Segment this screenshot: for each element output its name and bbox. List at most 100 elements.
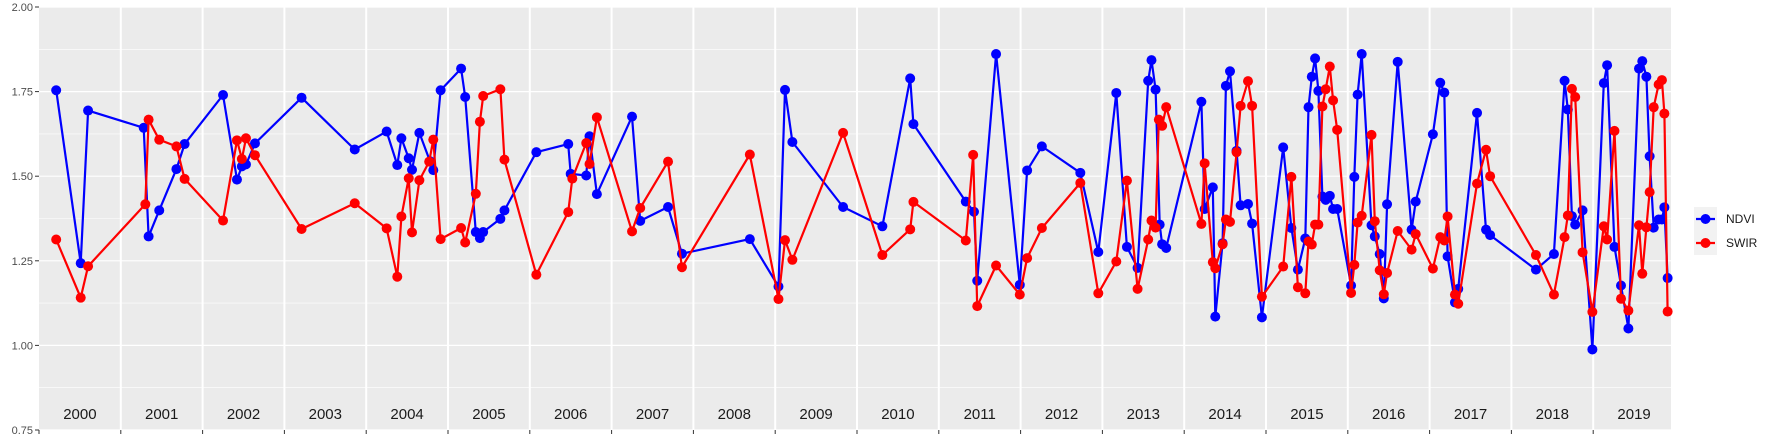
swir-point xyxy=(1313,219,1324,230)
swir-point xyxy=(460,237,471,248)
swir-point xyxy=(75,292,86,303)
swir-point xyxy=(1014,289,1025,300)
swir-point xyxy=(563,207,574,218)
ndvi-point xyxy=(478,227,489,238)
swir-point xyxy=(1602,234,1613,245)
ndvi-point xyxy=(1382,199,1393,210)
ndvi-point xyxy=(296,92,307,103)
ndvi-point xyxy=(1530,264,1541,275)
swir-point xyxy=(1392,226,1403,237)
swir-point xyxy=(51,234,62,245)
series-layer xyxy=(51,49,1673,355)
swir-point xyxy=(456,222,467,233)
ndvi-point xyxy=(780,84,791,95)
ndvi-point xyxy=(1623,323,1634,334)
x-axis-ticks xyxy=(38,430,1594,434)
swir-point xyxy=(1132,283,1143,294)
swir-point xyxy=(179,173,190,184)
ndvi-point xyxy=(1146,55,1157,66)
swir-point xyxy=(1659,108,1670,119)
ndvi-point xyxy=(1278,142,1289,153)
swir-point xyxy=(1644,187,1655,198)
swir-point xyxy=(780,235,791,246)
swir-point xyxy=(1587,306,1598,317)
ndvi-point xyxy=(1303,102,1314,113)
ndvi-point xyxy=(1427,129,1438,140)
ndvi-point xyxy=(218,89,229,100)
swir-point xyxy=(1349,259,1360,270)
swir-point xyxy=(972,301,983,312)
swir-point xyxy=(1243,76,1254,87)
swir-point xyxy=(1562,210,1573,221)
ndvi-point xyxy=(1587,344,1598,355)
year-label: 2004 xyxy=(390,406,423,423)
swir-point xyxy=(1369,216,1380,227)
swir-point xyxy=(1637,268,1648,279)
series-ndvi xyxy=(51,49,1673,355)
year-label: 2007 xyxy=(636,406,669,423)
ndvi-point xyxy=(838,201,849,212)
swir-point xyxy=(1199,158,1210,169)
ndvi-point xyxy=(1143,75,1154,86)
ndvi-point xyxy=(663,201,674,212)
ndvi-point xyxy=(1093,247,1104,258)
ndvi-point xyxy=(1472,107,1483,118)
swir-point xyxy=(396,211,407,222)
ndvi-point xyxy=(1210,311,1221,322)
swir-point xyxy=(1410,229,1421,240)
year-label: 2006 xyxy=(554,406,587,423)
swir-point xyxy=(236,153,247,164)
swir-point xyxy=(1247,100,1258,111)
ndvi-point xyxy=(1022,165,1033,176)
ndvi-point xyxy=(1111,87,1122,98)
swir-point xyxy=(296,223,307,234)
year-label: 2012 xyxy=(1045,406,1078,423)
ndvi-point xyxy=(905,73,916,84)
swir-point xyxy=(627,226,638,237)
ndvi-point xyxy=(1324,190,1335,201)
swir-point xyxy=(1150,222,1161,233)
swir-point xyxy=(1356,210,1367,221)
ndvi-point xyxy=(1332,204,1343,215)
ndvi-point xyxy=(171,164,182,175)
legend-key-point xyxy=(1700,238,1711,248)
swir-point xyxy=(531,269,542,280)
swir-point xyxy=(414,175,425,186)
swir-point xyxy=(663,156,674,167)
ndvi-point xyxy=(1196,96,1207,107)
year-labels: 2000 2001 2002 2003 2004 2005 2006 2007 2008 2009… xyxy=(63,406,1651,423)
swir-point xyxy=(83,261,94,272)
swir-point xyxy=(499,154,510,165)
swir-point xyxy=(1022,253,1033,264)
swir-point xyxy=(154,134,165,145)
y-tick-label: 1.50 xyxy=(12,171,33,183)
swir-point xyxy=(1427,263,1438,274)
swir-point xyxy=(1530,250,1541,261)
swir-point xyxy=(1346,287,1357,298)
swir-point xyxy=(1472,178,1483,189)
ndvi-point xyxy=(1150,84,1161,95)
swir-point xyxy=(567,173,578,184)
ndvi-point xyxy=(1559,75,1570,86)
ndvi-point xyxy=(396,133,407,144)
ndvi-point xyxy=(249,138,260,149)
ndvi-point xyxy=(381,126,392,137)
ndvi-point xyxy=(1161,242,1172,253)
swir-point xyxy=(218,215,229,226)
swir-point xyxy=(1570,92,1581,103)
swir-point xyxy=(1231,147,1242,158)
swir-point xyxy=(1623,305,1634,316)
ndvi-point xyxy=(1439,87,1450,98)
swir-point xyxy=(1449,289,1460,300)
swir-point xyxy=(584,159,595,170)
ndvi-point xyxy=(83,105,94,116)
swir-point xyxy=(1656,75,1667,86)
ndvi-point xyxy=(1374,249,1385,260)
legend: NDVI SWIR xyxy=(1694,207,1758,255)
ndvi-point xyxy=(908,119,919,130)
swir-point xyxy=(1157,120,1168,131)
swir-point xyxy=(428,134,439,145)
swir-point xyxy=(392,271,403,282)
swir-point xyxy=(381,223,392,234)
swir-point xyxy=(960,235,971,246)
